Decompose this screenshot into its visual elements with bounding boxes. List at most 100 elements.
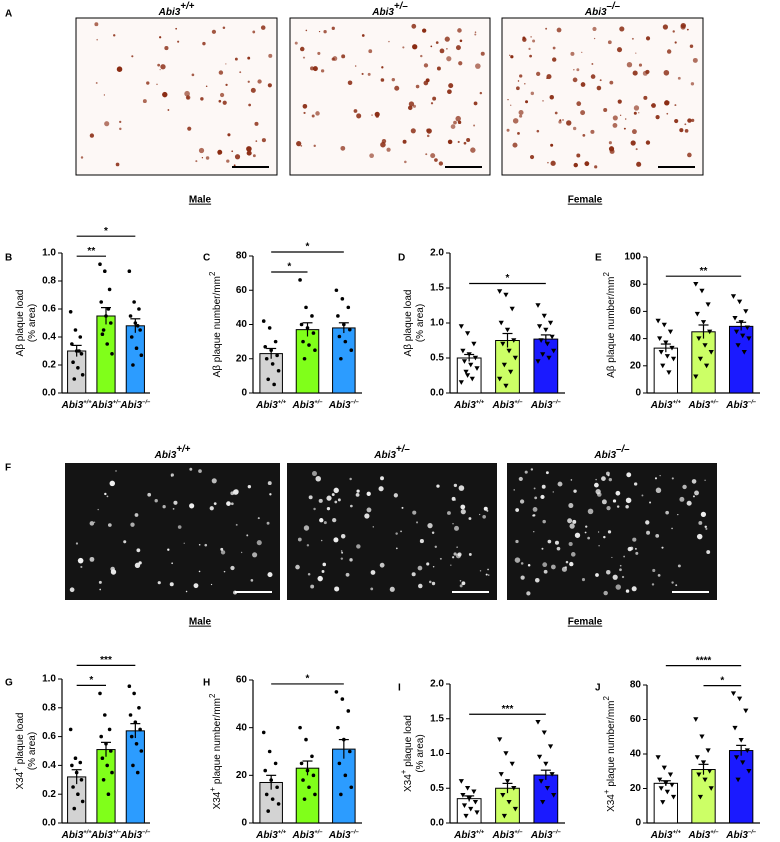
plaque (366, 491, 371, 496)
data-point (699, 288, 705, 294)
data-point (70, 763, 74, 768)
data-point (72, 806, 77, 811)
plaque (434, 158, 438, 162)
plaque (603, 535, 606, 539)
data-point (474, 810, 480, 815)
plaque (69, 587, 75, 593)
x-tick-label: Abi3+/– (688, 399, 720, 411)
bar-chart: EAβ plaque number/mm2020406080100Abi3+/+… (595, 252, 760, 411)
plaque (89, 556, 95, 562)
plaque (569, 561, 574, 567)
y-tick-label: 1.5 (430, 283, 444, 294)
plaque (532, 507, 538, 512)
plaque (633, 111, 637, 115)
plaque (543, 569, 548, 574)
plaque (432, 566, 435, 568)
data-point (667, 329, 674, 335)
data-point (79, 778, 84, 782)
plaque (250, 579, 254, 582)
plaque (223, 570, 226, 573)
y-tick-label: 80 (236, 251, 248, 262)
plaque (540, 494, 545, 500)
plaque (381, 66, 384, 69)
data-point (670, 794, 677, 800)
plaque (420, 54, 423, 58)
data-point (98, 262, 102, 267)
y-tick-label: 1.0 (42, 674, 56, 685)
plaque (333, 537, 339, 543)
data-point (468, 362, 474, 368)
plaque (389, 586, 395, 592)
plaque (393, 493, 398, 498)
plaque (455, 45, 461, 51)
y-axis-label: Aβ plaque load (15, 290, 26, 357)
data-point (670, 356, 677, 362)
plaque (239, 71, 242, 74)
data-point (746, 769, 752, 774)
plaque (334, 586, 340, 592)
plaque (267, 572, 273, 578)
panel-label: F (5, 463, 11, 474)
data-point (699, 734, 705, 740)
plaque (256, 540, 262, 546)
data-point (73, 328, 78, 332)
plaque (395, 547, 398, 550)
plaque (119, 127, 122, 131)
data-point (134, 346, 139, 351)
plaque (123, 540, 127, 544)
plaque (451, 496, 456, 501)
plaque (520, 562, 524, 565)
plaque (529, 154, 535, 160)
text-segment: Aβ plaque number/mm (212, 276, 223, 377)
data-point (302, 356, 307, 361)
plaque (131, 55, 134, 58)
data-point (468, 806, 474, 812)
plaque (606, 569, 611, 575)
text-segment: 2 (208, 693, 217, 698)
data-point (266, 809, 270, 813)
y-tick-label: 2.0 (430, 679, 444, 690)
data-point (343, 339, 348, 344)
data-point (334, 288, 339, 293)
plaque (664, 100, 670, 106)
plaque (581, 51, 583, 53)
bar (533, 774, 559, 824)
error-bar (540, 769, 551, 780)
data-point (263, 344, 268, 349)
bar-chart: D Aβ plaque load (% area) 0.0 0.5 1.0 1.5 2.0 Ab… (398, 248, 565, 411)
plaque (483, 506, 488, 511)
plaque (633, 105, 640, 111)
plaque (434, 545, 437, 548)
plaque (677, 564, 681, 568)
bar (653, 782, 679, 824)
data-point (535, 303, 541, 308)
plaque (597, 531, 600, 533)
data-point (660, 363, 666, 369)
plaque (225, 83, 228, 86)
plaque (233, 164, 236, 167)
y-axis-label: X34+ plaque number/mm2 (208, 693, 223, 809)
data-point (100, 332, 105, 337)
plaque (463, 141, 467, 145)
bar (691, 331, 716, 394)
plaque (607, 474, 610, 477)
plaque (466, 138, 471, 143)
plaque (380, 141, 386, 148)
gene-name: Abi3 (725, 830, 748, 841)
plaque (326, 507, 331, 511)
data-point (549, 334, 555, 340)
plaque (533, 487, 536, 490)
error-bar (660, 343, 671, 353)
plaque (533, 531, 535, 533)
panel-label: E (595, 253, 602, 264)
data-point (702, 343, 708, 348)
plaque (113, 34, 116, 37)
plaque (547, 161, 549, 164)
data-point (334, 690, 339, 694)
plaque (248, 103, 252, 107)
plaque (303, 525, 310, 531)
text-segment: X34 (15, 771, 26, 789)
data-point (68, 310, 73, 314)
plaque (513, 489, 515, 491)
significance-label: * (506, 273, 510, 284)
